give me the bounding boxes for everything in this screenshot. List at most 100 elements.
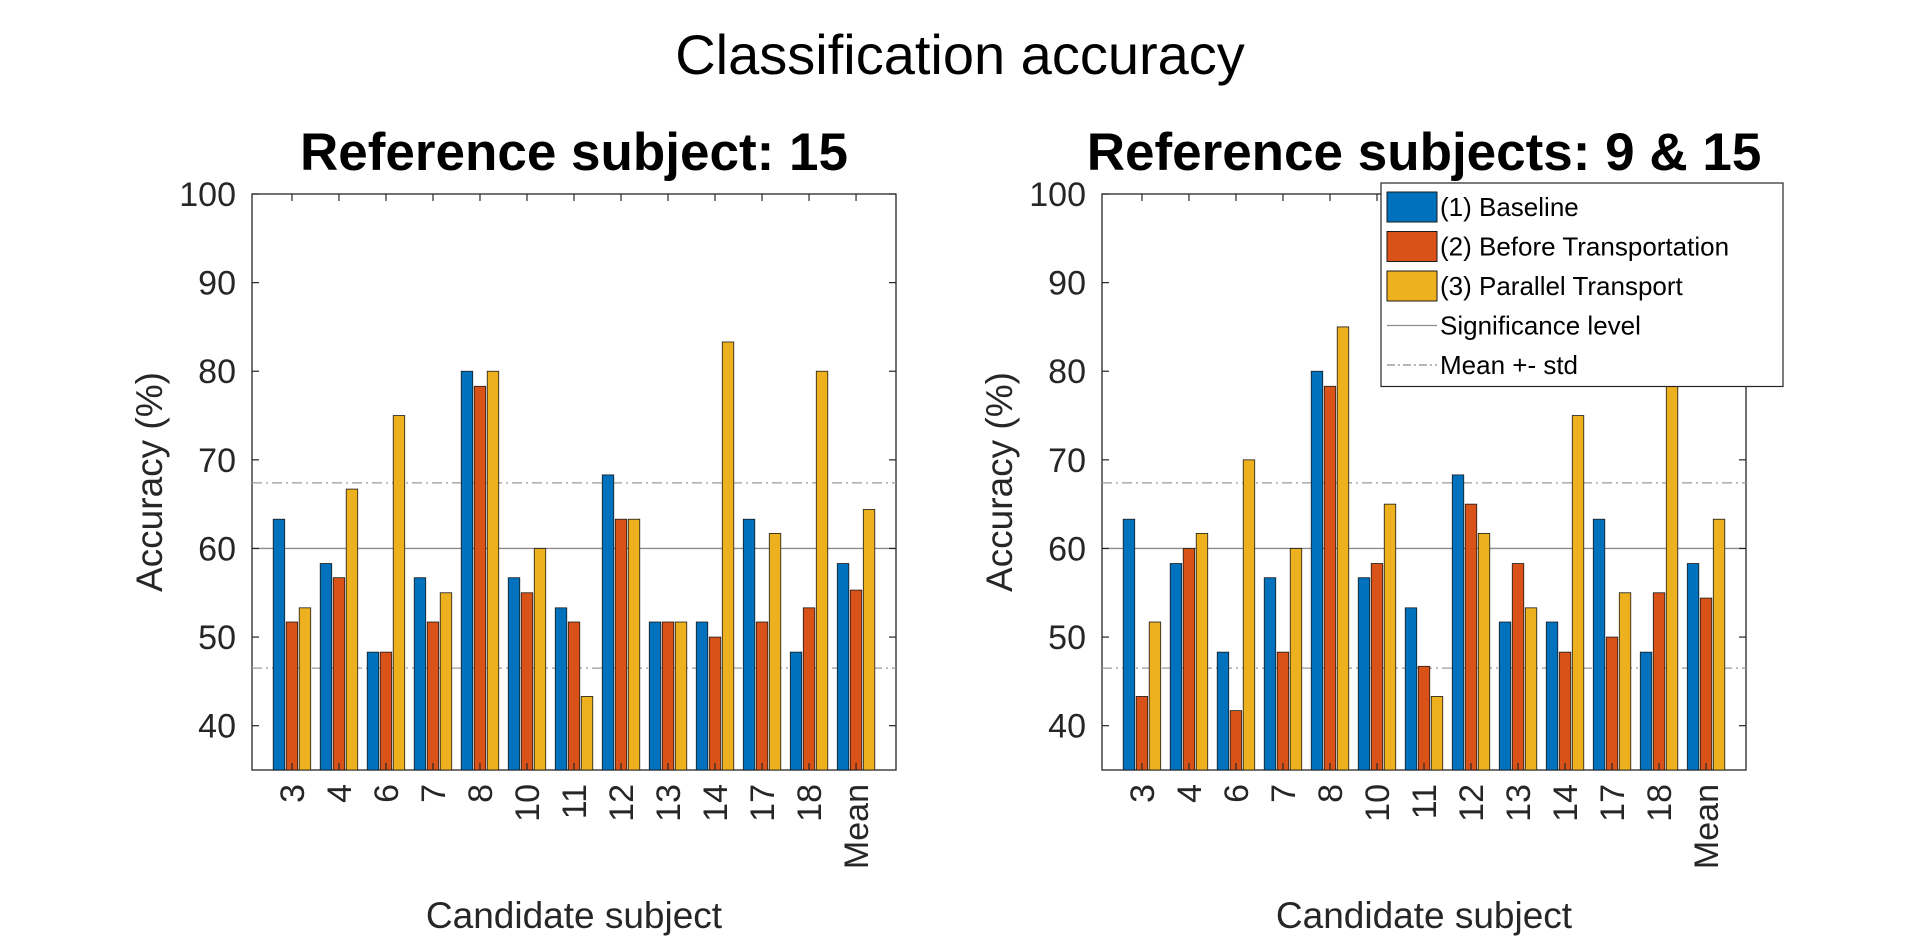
- bar-2-before-transportation-6: [379, 651, 393, 771]
- y-tick-label: 40: [198, 708, 236, 746]
- y-axis-label: Accuracy (%): [979, 372, 1020, 592]
- x-tick-label: 8: [1312, 784, 1350, 803]
- legend-label-significance-level: Significance level: [1440, 311, 1641, 341]
- x-tick-label: 13: [650, 784, 688, 822]
- bar-2-before-transportation-14: [708, 636, 722, 771]
- bar-2-before-transportation-7: [426, 621, 440, 771]
- bar-3-parallel-transport-17: [768, 532, 782, 771]
- bar-3-parallel-transport-13: [1524, 607, 1538, 771]
- x-axis-label: Candidate subject: [426, 895, 723, 936]
- bar-1-baseline-14: [695, 621, 709, 771]
- bar-3-parallel-transport-10: [1383, 503, 1397, 771]
- bar-3-parallel-transport-7: [1289, 548, 1303, 771]
- bar-3-parallel-transport-11: [1430, 696, 1444, 771]
- bar-3-parallel-transport-18: [1665, 385, 1679, 771]
- bar-1-baseline-11: [554, 607, 568, 771]
- bar-1-baseline-17: [742, 518, 756, 771]
- y-tick-label: 80: [198, 353, 236, 391]
- bar-2-before-transportation-3: [1135, 696, 1149, 771]
- legend-label-2-before-transportation: (2) Before Transportation: [1440, 232, 1729, 262]
- bar-1-baseline-12: [1451, 474, 1465, 771]
- bar-1-baseline-12: [601, 474, 615, 771]
- bar-3-parallel-transport-4: [1195, 532, 1209, 771]
- bar-1-baseline-10: [1357, 577, 1371, 771]
- x-tick-label: Mean: [838, 784, 876, 869]
- panel-title: Reference subject: 15: [300, 123, 848, 182]
- bar-2-before-transportation-14: [1558, 651, 1572, 771]
- x-tick-label: 7: [1265, 784, 1303, 803]
- bar-3-parallel-transport-11: [580, 696, 594, 771]
- legend-label-1-baseline: (1) Baseline: [1440, 192, 1579, 222]
- legend: (1) Baseline (2) Before Transportation (3)…: [1380, 182, 1784, 388]
- legend-swatch-2-before-transportation: [1386, 231, 1438, 262]
- bar-1-baseline-8: [460, 370, 474, 771]
- bar-1-baseline-13: [648, 621, 662, 771]
- bar-2-before-transportation-mean: [849, 589, 863, 771]
- bar-1-baseline-mean: [1686, 563, 1700, 771]
- bar-1-baseline-13: [1498, 621, 1512, 771]
- bar-2-before-transportation-8: [1323, 385, 1337, 771]
- bar-2-before-transportation-3: [285, 621, 299, 771]
- bar-3-parallel-transport-14: [1571, 415, 1585, 771]
- bar-2-before-transportation-6: [1229, 710, 1243, 771]
- x-tick-label: 14: [697, 784, 735, 822]
- x-tick-label: 17: [744, 784, 782, 822]
- bar-3-parallel-transport-mean: [1712, 518, 1726, 771]
- bar-2-before-transportation-17: [1605, 636, 1619, 771]
- bar-3-parallel-transport-18: [815, 370, 829, 771]
- panel-reference-9-15: Reference subjects: 9 & 15 40 50 60 70 80 90 10…: [979, 123, 1761, 936]
- bar-1-baseline-18: [789, 651, 803, 771]
- bar-2-before-transportation-10: [520, 592, 534, 771]
- bar-1-baseline-3: [1122, 518, 1136, 771]
- bar-2-before-transportation-11: [1417, 665, 1431, 771]
- x-tick-label: 3: [274, 784, 312, 803]
- x-tick-label: 11: [1406, 784, 1444, 819]
- bar-2-before-transportation-13: [1511, 563, 1525, 771]
- x-tick-label: 10: [509, 784, 547, 822]
- y-axis-label: Accuracy (%): [129, 372, 170, 592]
- y-tick-label: 70: [1048, 442, 1086, 480]
- y-tick-label: 90: [198, 265, 236, 303]
- bar-2-before-transportation-7: [1276, 651, 1290, 771]
- bar-2-before-transportation-18: [802, 607, 816, 771]
- y-tick-label: 50: [1048, 619, 1086, 657]
- bar-3-parallel-transport-3: [1148, 621, 1162, 771]
- y-tick-label: 80: [1048, 353, 1086, 391]
- bar-1-baseline-4: [319, 563, 333, 771]
- legend-swatch-1-baseline: [1386, 191, 1438, 223]
- bar-3-parallel-transport-12: [1477, 532, 1491, 771]
- legend-label-mean-std: Mean +- std: [1440, 350, 1578, 380]
- x-tick-label: 13: [1500, 784, 1538, 822]
- bar-3-parallel-transport-4: [345, 488, 359, 771]
- bar-1-baseline-6: [366, 651, 380, 771]
- bar-2-before-transportation-17: [755, 621, 769, 771]
- x-tick-label: 17: [1594, 784, 1632, 822]
- bar-2-before-transportation-12: [614, 518, 628, 771]
- x-tick-label: 3: [1124, 784, 1162, 803]
- x-tick-label: 8: [462, 784, 500, 803]
- x-tick-label: 12: [603, 784, 641, 822]
- panel-title: Reference subjects: 9 & 15: [1087, 123, 1762, 182]
- bar-2-before-transportation-10: [1370, 563, 1384, 771]
- bar-1-baseline-14: [1545, 621, 1559, 771]
- bar-1-baseline-7: [1263, 577, 1277, 771]
- bar-1-baseline-18: [1639, 651, 1653, 771]
- y-tick-label: 40: [1048, 708, 1086, 746]
- bar-1-baseline-3: [272, 518, 286, 771]
- bar-3-parallel-transport-6: [392, 415, 406, 771]
- figure-title: Classification accuracy: [675, 23, 1245, 86]
- y-tick-label: 70: [198, 442, 236, 480]
- x-tick-label: 6: [368, 784, 406, 803]
- bar-1-baseline-4: [1169, 563, 1183, 771]
- x-tick-label: 4: [321, 784, 359, 803]
- bar-3-parallel-transport-13: [674, 621, 688, 771]
- y-tick-label: 60: [1048, 530, 1086, 568]
- bar-1-baseline-mean: [836, 563, 850, 771]
- x-tick-label: 12: [1453, 784, 1491, 822]
- bar-1-baseline-8: [1310, 370, 1324, 771]
- x-tick-label: 18: [791, 784, 829, 822]
- bar-3-parallel-transport-10: [533, 548, 547, 771]
- legend-box: [1380, 182, 1784, 388]
- bar-3-parallel-transport-17: [1618, 592, 1632, 771]
